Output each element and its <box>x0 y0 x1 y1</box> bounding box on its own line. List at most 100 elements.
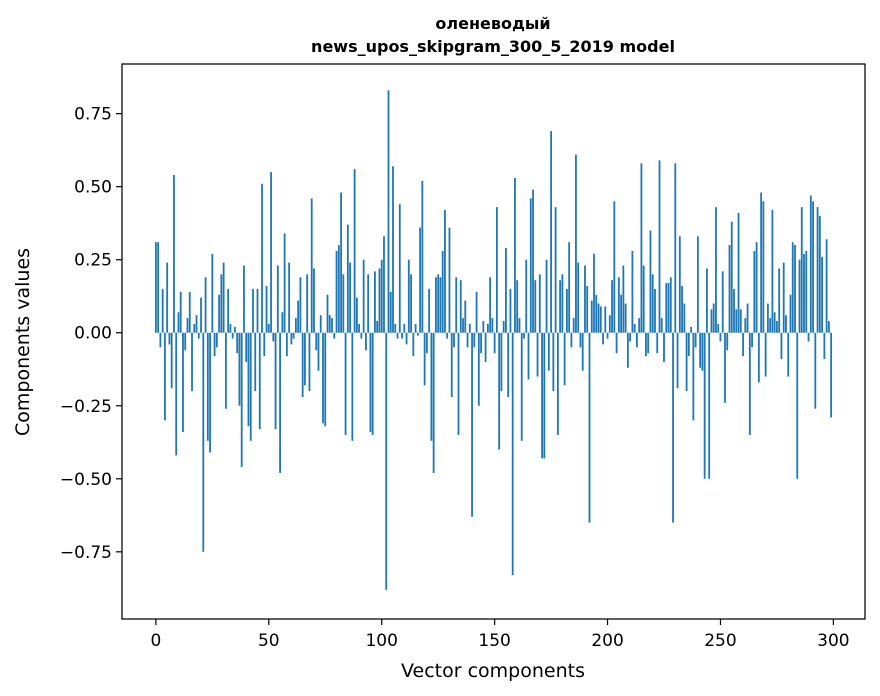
bar <box>396 332 399 339</box>
bar <box>710 309 713 333</box>
bar <box>484 332 487 362</box>
bar <box>292 332 295 339</box>
bar <box>742 332 744 357</box>
bar <box>186 318 189 333</box>
bar <box>818 215 821 333</box>
bar <box>568 242 571 333</box>
bar <box>425 332 428 354</box>
bar <box>529 198 532 333</box>
bar <box>154 242 157 333</box>
y-axis-ticks: 0.75 0.50 0.25 0.00 −0.25 −0.50 −0.75 <box>60 105 122 563</box>
bar <box>423 332 426 386</box>
bar <box>387 90 390 333</box>
bar <box>706 268 708 333</box>
bar <box>335 250 338 333</box>
x-axis-label: Vector components <box>401 660 585 682</box>
bar <box>459 280 462 333</box>
bar <box>814 332 817 409</box>
bar <box>703 332 706 479</box>
bar <box>534 280 537 333</box>
bar <box>206 332 209 441</box>
bar <box>597 303 600 333</box>
bar <box>809 195 812 333</box>
bar <box>195 315 198 333</box>
bar <box>326 294 329 333</box>
y-tick-label: −0.75 <box>60 543 112 563</box>
bar <box>678 236 681 333</box>
bar <box>538 274 541 333</box>
bar <box>565 288 568 333</box>
bar <box>613 201 616 333</box>
bar <box>310 198 313 333</box>
bar <box>507 332 510 397</box>
bar <box>435 277 437 333</box>
bar <box>812 201 814 333</box>
bar <box>401 332 403 339</box>
bar <box>197 332 200 339</box>
bar <box>308 332 311 392</box>
bar <box>757 332 760 383</box>
bar <box>238 332 241 406</box>
bar <box>588 332 591 523</box>
bar <box>629 332 632 342</box>
bar <box>331 318 333 333</box>
bar <box>737 212 740 333</box>
bar <box>748 332 751 435</box>
bar <box>437 274 440 333</box>
bar <box>789 294 792 333</box>
bar <box>579 332 582 348</box>
bar <box>385 332 388 590</box>
bar <box>760 192 763 333</box>
bar <box>692 332 695 421</box>
bar <box>715 207 717 333</box>
bar <box>696 236 699 333</box>
bar <box>193 323 196 333</box>
bar <box>164 332 166 421</box>
bar <box>281 312 284 333</box>
bar <box>480 332 482 354</box>
bar <box>514 177 516 333</box>
bar <box>383 236 385 333</box>
bar <box>816 207 819 333</box>
bar <box>489 277 492 333</box>
bar <box>428 288 431 333</box>
bar <box>394 323 397 333</box>
bar <box>209 332 211 453</box>
bar <box>240 332 243 468</box>
bar <box>466 332 469 348</box>
bar <box>563 332 566 386</box>
bar <box>606 332 609 339</box>
bar <box>620 294 622 333</box>
bar <box>236 332 239 354</box>
bar <box>276 265 279 333</box>
bar <box>523 332 525 339</box>
bar <box>234 326 236 333</box>
bar <box>272 332 275 342</box>
x-tick-label: 50 <box>258 631 280 651</box>
bar <box>159 332 162 348</box>
bar <box>453 332 455 348</box>
bar <box>516 280 519 333</box>
bar <box>405 332 408 345</box>
bar <box>724 332 726 403</box>
bar <box>439 277 442 333</box>
bar <box>498 332 501 450</box>
bar <box>315 332 318 351</box>
bar <box>520 332 523 441</box>
bar <box>337 245 340 333</box>
bar <box>536 332 539 377</box>
bar <box>444 210 446 333</box>
bar <box>830 332 833 418</box>
bar <box>764 332 767 377</box>
bar <box>584 265 586 333</box>
bar <box>168 332 171 345</box>
bar <box>455 277 458 333</box>
bar <box>319 315 322 333</box>
bar <box>721 271 724 333</box>
bar <box>333 332 336 339</box>
bar <box>213 332 216 357</box>
bar <box>175 332 178 456</box>
bar <box>491 318 494 333</box>
bar <box>708 332 711 479</box>
